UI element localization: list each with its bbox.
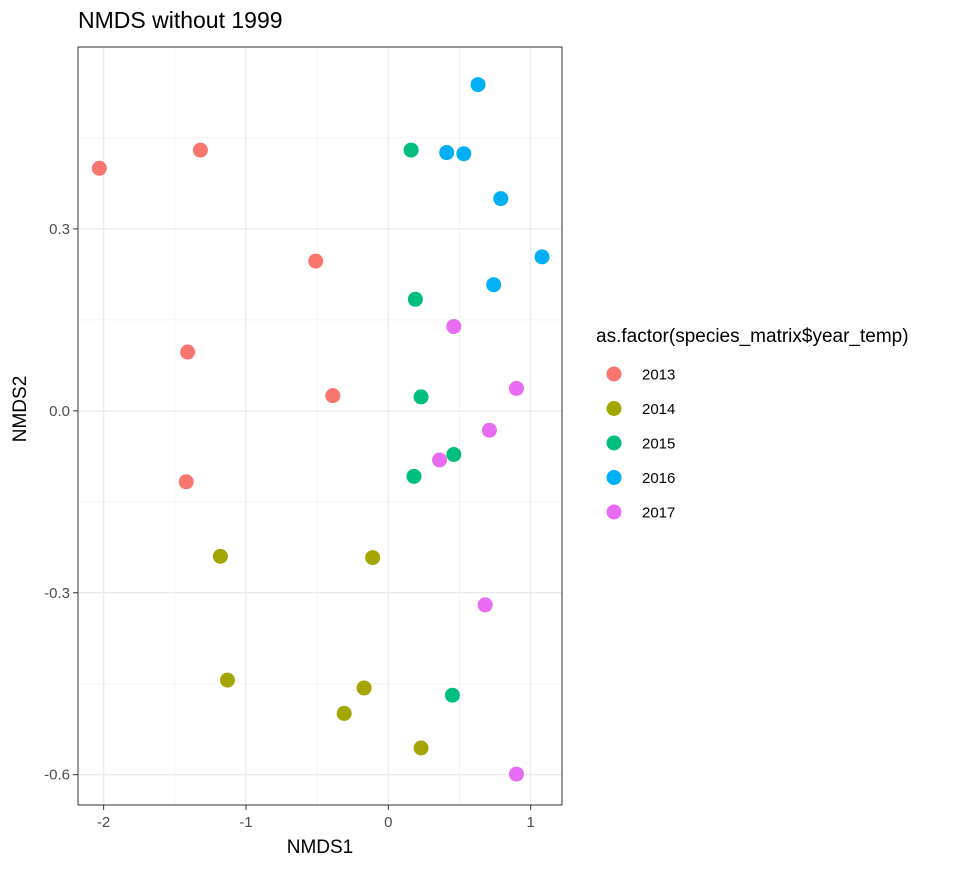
data-point-2016 xyxy=(486,277,502,293)
data-point-2015 xyxy=(444,687,460,703)
legend-items: 2013 2014 2015 2016 2017 xyxy=(606,366,675,522)
data-point-2014 xyxy=(336,705,352,721)
data-point-2015 xyxy=(407,291,423,307)
y-tick-label: 0.3 xyxy=(49,221,70,238)
x-tick-label: 1 xyxy=(527,814,535,831)
data-point-2015 xyxy=(403,142,419,158)
x-axis: -2 -1 0 1 xyxy=(97,805,535,831)
data-point-2017 xyxy=(477,597,493,613)
x-tick-label: 0 xyxy=(384,814,392,831)
data-point-2013 xyxy=(178,474,194,490)
y-tick-label: -0.6 xyxy=(44,767,70,784)
data-point-2016 xyxy=(534,249,550,265)
data-point-2014 xyxy=(212,548,228,564)
data-point-2015 xyxy=(406,468,422,484)
data-point-2013 xyxy=(325,388,341,404)
data-point-2016 xyxy=(470,77,486,93)
legend-label-2016: 2016 xyxy=(642,470,675,487)
plot-border xyxy=(77,46,563,806)
data-point-2017 xyxy=(481,422,497,438)
legend-label-2014: 2014 xyxy=(642,401,675,418)
data-point-2017 xyxy=(508,380,524,396)
legend-key-2016 xyxy=(606,470,622,485)
legend: as.factor(species_matrix$year_temp) 2013… xyxy=(596,326,909,522)
y-axis-title: NMDS2 xyxy=(10,376,31,443)
plot-background xyxy=(78,47,562,805)
legend-key-2015 xyxy=(606,435,622,451)
data-point-2017 xyxy=(432,452,448,468)
legend-key-2017 xyxy=(606,504,622,520)
data-point-2013 xyxy=(91,160,107,176)
data-point-2017 xyxy=(508,766,524,782)
data-point-2014 xyxy=(413,740,429,756)
x-tick-label: -2 xyxy=(97,814,110,831)
grid-minor xyxy=(78,47,562,805)
legend-key-2014 xyxy=(606,401,622,416)
data-point-2013 xyxy=(308,253,324,269)
legend-label-2017: 2017 xyxy=(642,505,675,522)
x-tick-label: -1 xyxy=(239,814,252,831)
y-tick-label: -0.3 xyxy=(44,585,70,602)
legend-label-2015: 2015 xyxy=(642,436,675,453)
data-point-2016 xyxy=(493,191,509,207)
legend-key-2013 xyxy=(606,366,622,382)
data-point-2014 xyxy=(219,672,235,688)
y-tick-label: 0.0 xyxy=(49,403,70,420)
data-points xyxy=(91,77,550,782)
data-point-2014 xyxy=(365,550,381,566)
x-axis-title: NMDS1 xyxy=(287,837,354,858)
plot-panel xyxy=(77,46,563,806)
data-point-2015 xyxy=(446,447,462,463)
data-point-2013 xyxy=(180,344,196,360)
legend-title: as.factor(species_matrix$year_temp) xyxy=(596,326,909,347)
data-point-2016 xyxy=(439,145,455,161)
data-point-2016 xyxy=(456,146,472,162)
data-point-2017 xyxy=(446,319,462,335)
data-point-2015 xyxy=(413,389,429,405)
data-point-2013 xyxy=(192,142,208,158)
data-point-2014 xyxy=(356,680,372,696)
legend-label-2013: 2013 xyxy=(642,367,675,384)
y-axis: 0.3 0.0 -0.3 -0.6 xyxy=(44,221,78,784)
chart-title: NMDS without 1999 xyxy=(78,7,283,33)
